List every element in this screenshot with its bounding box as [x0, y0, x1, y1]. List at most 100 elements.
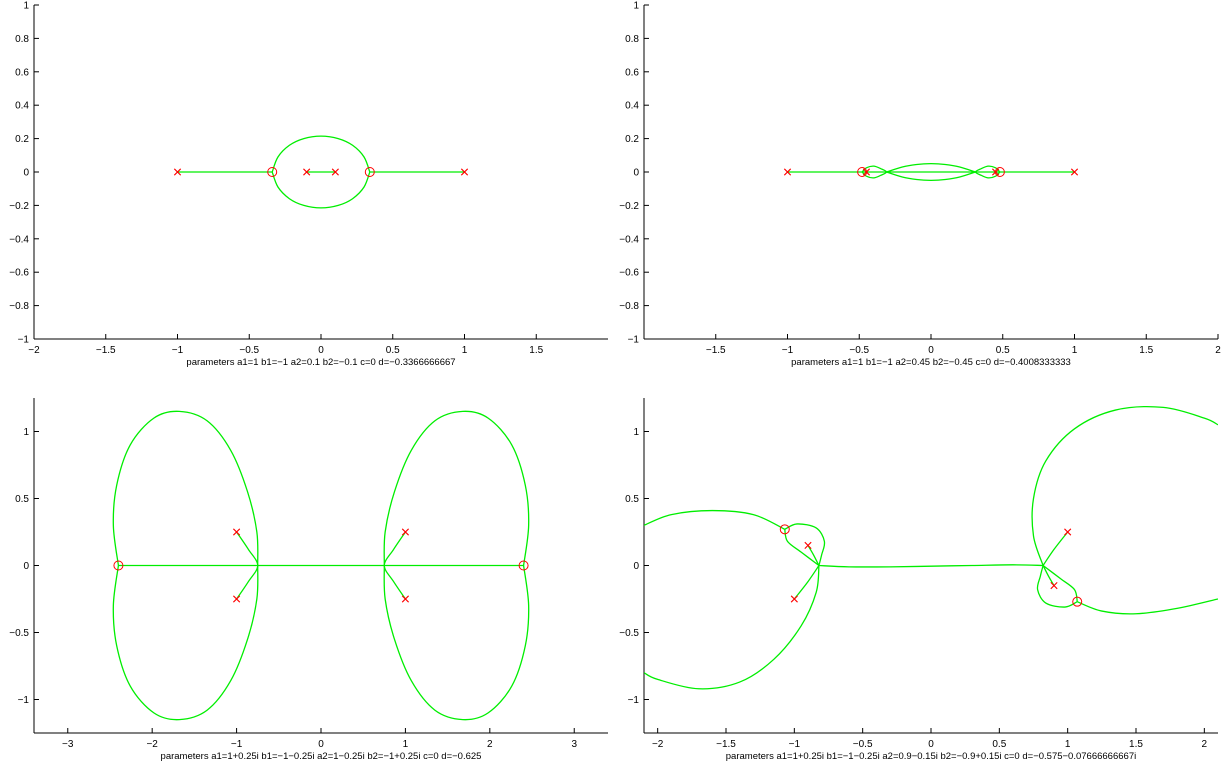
- y-tick-label: 0.4: [15, 101, 29, 112]
- y-tick-label: 0.2: [625, 134, 639, 145]
- y-tick-label: −0.2: [619, 201, 639, 212]
- x-tick-label: −2: [28, 345, 40, 356]
- y-tick-label: 0.6: [15, 67, 29, 78]
- y-tick-label: 0.2: [15, 134, 29, 145]
- locus-curve: [1042, 564, 1078, 602]
- locus-curve: [784, 523, 826, 566]
- pole-marker: [173, 168, 182, 176]
- locus-curve: [1076, 598, 1218, 615]
- locus-curve: [112, 565, 259, 721]
- y-tick-label: −1: [628, 335, 640, 346]
- locus-curve: [784, 529, 820, 567]
- pole-marker: [303, 168, 311, 176]
- zero-marker: [267, 167, 278, 177]
- pole-marker: [401, 595, 410, 603]
- x-tick-label: 0: [318, 345, 324, 356]
- locus-curve: [793, 565, 820, 600]
- y-tick-label: −0.6: [619, 268, 639, 279]
- y-tick-label: −0.4: [619, 234, 639, 245]
- subplot-2: −1.5 −1 −0.5 0 0.5 1 1.5 2 −1 −0.8 −0.6 −0.4 −0.2 0 0.…: [619, 1, 1221, 369]
- x-tick-label: −1: [172, 345, 184, 356]
- y-tick-label: −0.5: [9, 628, 29, 639]
- y-tick-label: 0: [633, 168, 639, 179]
- plot-area: [173, 135, 469, 209]
- y-tick-label: −0.2: [9, 201, 29, 212]
- x-tick-label: −2: [146, 739, 158, 750]
- x-tick-label: 0: [928, 739, 934, 750]
- x-axis-label: parameters a1=1+0.25i b1=−1−0.25i a2=0.9…: [726, 751, 1136, 762]
- zero-marker: [857, 167, 868, 177]
- pole-marker: [232, 528, 241, 536]
- locus-curve: [1042, 565, 1055, 586]
- locus-curve: [886, 171, 976, 182]
- y-tick-label: 0.6: [625, 67, 639, 78]
- pole-marker: [783, 168, 792, 176]
- y-tick-label: 0.8: [15, 34, 29, 45]
- pole-marker: [232, 595, 241, 603]
- y-tick-label: 1: [23, 1, 29, 12]
- y-tick-label: −0.6: [9, 268, 29, 279]
- x-axis-label: parameters a1=1 b1=−1 a2=0.1 b2=−0.1 c=0…: [186, 357, 455, 368]
- locus-curve: [383, 410, 530, 566]
- x-tick-label: −0.5: [849, 345, 869, 356]
- x-axis-label: parameters a1=1 b1=−1 a2=0.45 b2=−0.45 c…: [791, 357, 1071, 368]
- x-tick-label: −2: [652, 739, 664, 750]
- x-tick-label: 0: [928, 345, 934, 356]
- x-tick-label: 0: [318, 739, 324, 750]
- pole-marker: [331, 168, 339, 176]
- zero-marker: [1072, 596, 1083, 607]
- pole-marker: [1070, 168, 1079, 176]
- x-axis-label: parameters a1=1+0.25i b1=−1−0.25i a2=1−0…: [161, 751, 482, 762]
- x-tick-label: 0.5: [992, 739, 1006, 750]
- y-tick-label: 1: [633, 1, 639, 12]
- y-tick-label: −0.8: [9, 301, 29, 312]
- zero-marker: [994, 167, 1005, 177]
- zero-marker: [113, 560, 124, 571]
- pole-marker: [804, 541, 812, 549]
- subplot-1: −2 −1.5 −1 −0.5 0 0.5 1 1.5 −1 −0.8 −0.6 −0.4 −0.2 0 0…: [9, 1, 608, 368]
- zero-marker: [779, 524, 790, 535]
- locus-curve: [271, 135, 371, 173]
- locus-curve: [1031, 406, 1218, 566]
- locus-curve: [1042, 531, 1069, 566]
- locus-curve: [644, 509, 786, 530]
- pole-marker: [460, 168, 469, 176]
- x-tick-label: 1.5: [1129, 739, 1143, 750]
- x-tick-label: −1: [231, 739, 243, 750]
- locus-curve: [807, 545, 820, 566]
- y-tick-label: −0.8: [619, 301, 639, 312]
- y-tick-label: 0.8: [625, 34, 639, 45]
- plot-area: [112, 410, 530, 721]
- x-tick-label: 2: [487, 739, 493, 750]
- y-tick-label: 0.5: [15, 494, 29, 505]
- x-tick-label: 1.5: [529, 345, 543, 356]
- y-tick-label: −1: [18, 335, 30, 346]
- x-tick-label: −1: [789, 739, 801, 750]
- y-tick-label: 0.4: [625, 101, 639, 112]
- x-tick-label: 3: [571, 739, 577, 750]
- pole-marker: [790, 595, 798, 603]
- x-tick-label: −1: [782, 345, 794, 356]
- y-tick-label: 0: [23, 561, 29, 572]
- locus-curve: [112, 410, 259, 566]
- pole-marker: [1050, 582, 1058, 590]
- x-tick-label: 1: [403, 739, 409, 750]
- x-tick-label: 1: [1072, 345, 1078, 356]
- x-tick-label: −1.5: [716, 739, 736, 750]
- y-tick-label: 1: [23, 427, 29, 438]
- zero-marker: [364, 167, 375, 177]
- y-tick-label: 0.5: [625, 494, 639, 505]
- plot-area: [783, 162, 1079, 182]
- x-tick-label: −0.5: [239, 345, 259, 356]
- x-tick-label: −1.5: [706, 345, 726, 356]
- locus-curve: [271, 171, 371, 209]
- y-tick-label: 0: [23, 168, 29, 179]
- plot-area: [644, 406, 1218, 690]
- locus-curve: [1036, 565, 1078, 608]
- x-tick-label: 0.5: [386, 345, 400, 356]
- x-tick-label: 1: [462, 345, 468, 356]
- x-tick-label: 1.5: [1139, 345, 1153, 356]
- locus-curve: [383, 565, 530, 721]
- locus-curve: [886, 162, 976, 173]
